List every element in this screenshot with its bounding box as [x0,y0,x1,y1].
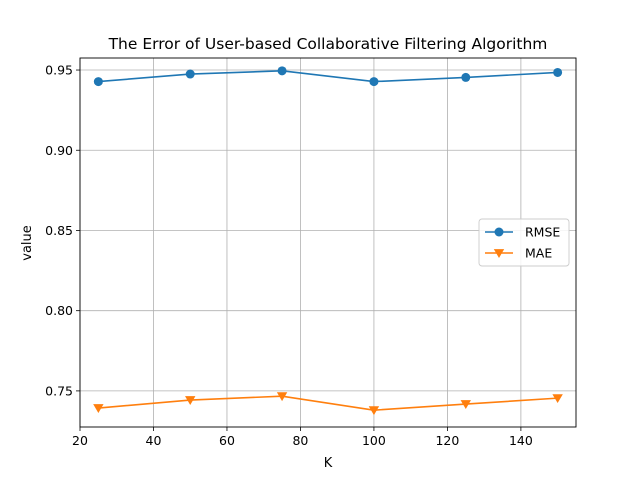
data-point [93,404,104,414]
x-tick-label: 120 [435,433,459,448]
y-axis-label: value [20,225,35,261]
legend-marker [493,249,505,258]
data-point [552,394,563,404]
data-point [461,72,471,82]
series-line [98,395,558,411]
data-point [185,396,196,405]
legend: RMSE MAE [478,218,570,267]
data-point [277,66,287,76]
series-rmse [93,66,563,87]
x-tick-label: 40 [146,433,162,448]
data-point [368,406,380,416]
data-point [276,392,288,402]
series-layer [93,66,563,416]
y-tick-label: 0.95 [45,63,73,78]
x-axis-label: K [324,456,333,471]
y-tick-label: 0.80 [45,303,73,318]
data-point [93,77,103,87]
legend-label: MAE [525,246,552,261]
x-tick-label: 140 [509,433,533,448]
data-point [185,69,195,79]
series-mae [93,392,563,416]
chart-title: The Error of User-based Collaborative Fi… [108,35,548,53]
x-tick-label: 100 [362,433,386,448]
data-point [460,400,471,409]
legend-label: RMSE [525,225,560,240]
x-tick-label: 60 [219,433,235,448]
y-tick-label: 0.75 [45,383,73,398]
y-tick-label: 0.85 [45,223,73,238]
plot-area-frame [79,57,577,428]
x-tick-label: 80 [292,433,308,448]
series-line [98,70,558,83]
legend-marker [494,227,504,237]
axis-ticks: 20 40 60 80 100 120 140 0.75 0.80 0.85 0.90 0.95 [45,63,533,448]
data-point [369,77,379,87]
data-point [553,67,563,77]
x-tick-label: 20 [72,433,88,448]
y-tick-label: 0.90 [45,143,73,158]
